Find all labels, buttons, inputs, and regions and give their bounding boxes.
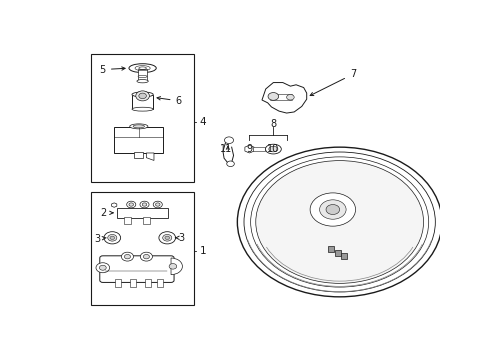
Bar xyxy=(132,95,153,109)
Circle shape xyxy=(136,91,149,101)
Bar xyxy=(341,253,346,259)
Bar xyxy=(123,217,131,224)
Circle shape xyxy=(155,203,160,206)
Circle shape xyxy=(140,201,149,208)
Circle shape xyxy=(96,263,109,273)
Circle shape xyxy=(99,265,106,270)
Bar xyxy=(138,69,147,81)
Bar xyxy=(115,279,121,287)
Bar xyxy=(253,148,265,151)
Circle shape xyxy=(142,203,146,206)
Ellipse shape xyxy=(132,92,153,97)
Text: 2: 2 xyxy=(100,208,113,218)
Circle shape xyxy=(124,255,130,259)
Bar xyxy=(142,217,150,224)
Circle shape xyxy=(107,234,117,241)
Circle shape xyxy=(325,204,339,215)
Text: 3: 3 xyxy=(175,233,184,243)
Circle shape xyxy=(169,264,176,269)
Bar xyxy=(439,220,453,224)
Text: 3: 3 xyxy=(94,234,106,244)
Circle shape xyxy=(319,200,346,219)
Text: 9: 9 xyxy=(246,144,252,153)
Bar xyxy=(334,250,340,256)
Circle shape xyxy=(139,93,146,99)
Circle shape xyxy=(164,236,169,239)
Circle shape xyxy=(126,201,136,208)
Circle shape xyxy=(309,193,355,226)
Polygon shape xyxy=(111,203,117,207)
Circle shape xyxy=(250,157,428,287)
Bar xyxy=(327,246,334,252)
Ellipse shape xyxy=(129,124,147,129)
Text: 6: 6 xyxy=(157,96,182,106)
Circle shape xyxy=(140,252,152,261)
Text: 7: 7 xyxy=(309,69,355,95)
Bar xyxy=(91,54,193,182)
Polygon shape xyxy=(244,145,254,153)
Circle shape xyxy=(224,137,233,144)
Circle shape xyxy=(163,234,171,241)
Bar xyxy=(134,152,143,158)
Bar xyxy=(145,279,151,287)
Ellipse shape xyxy=(129,64,156,73)
Bar xyxy=(91,192,193,305)
Circle shape xyxy=(153,201,162,208)
Text: 11: 11 xyxy=(220,144,232,153)
Ellipse shape xyxy=(137,80,148,83)
Circle shape xyxy=(286,94,294,100)
Ellipse shape xyxy=(132,107,153,111)
Text: 8: 8 xyxy=(270,118,276,129)
Bar xyxy=(156,279,163,287)
Circle shape xyxy=(237,147,441,297)
Polygon shape xyxy=(262,82,306,113)
Circle shape xyxy=(159,232,175,244)
Circle shape xyxy=(110,236,114,239)
Text: 10: 10 xyxy=(266,144,279,153)
Ellipse shape xyxy=(268,146,277,152)
Text: 5: 5 xyxy=(100,64,125,75)
FancyBboxPatch shape xyxy=(100,256,174,283)
Polygon shape xyxy=(146,153,154,161)
Circle shape xyxy=(267,93,278,100)
Circle shape xyxy=(104,232,121,244)
Circle shape xyxy=(244,152,434,292)
Bar xyxy=(117,208,168,218)
Circle shape xyxy=(143,255,149,259)
Ellipse shape xyxy=(265,144,281,154)
Circle shape xyxy=(255,161,423,283)
Bar xyxy=(130,279,136,287)
Circle shape xyxy=(226,161,234,167)
Ellipse shape xyxy=(138,75,147,77)
Text: 1: 1 xyxy=(200,246,206,256)
Ellipse shape xyxy=(133,125,144,128)
Circle shape xyxy=(121,252,133,261)
Text: 4: 4 xyxy=(200,117,206,127)
FancyBboxPatch shape xyxy=(114,127,163,153)
Circle shape xyxy=(129,203,133,206)
Wedge shape xyxy=(171,258,182,275)
